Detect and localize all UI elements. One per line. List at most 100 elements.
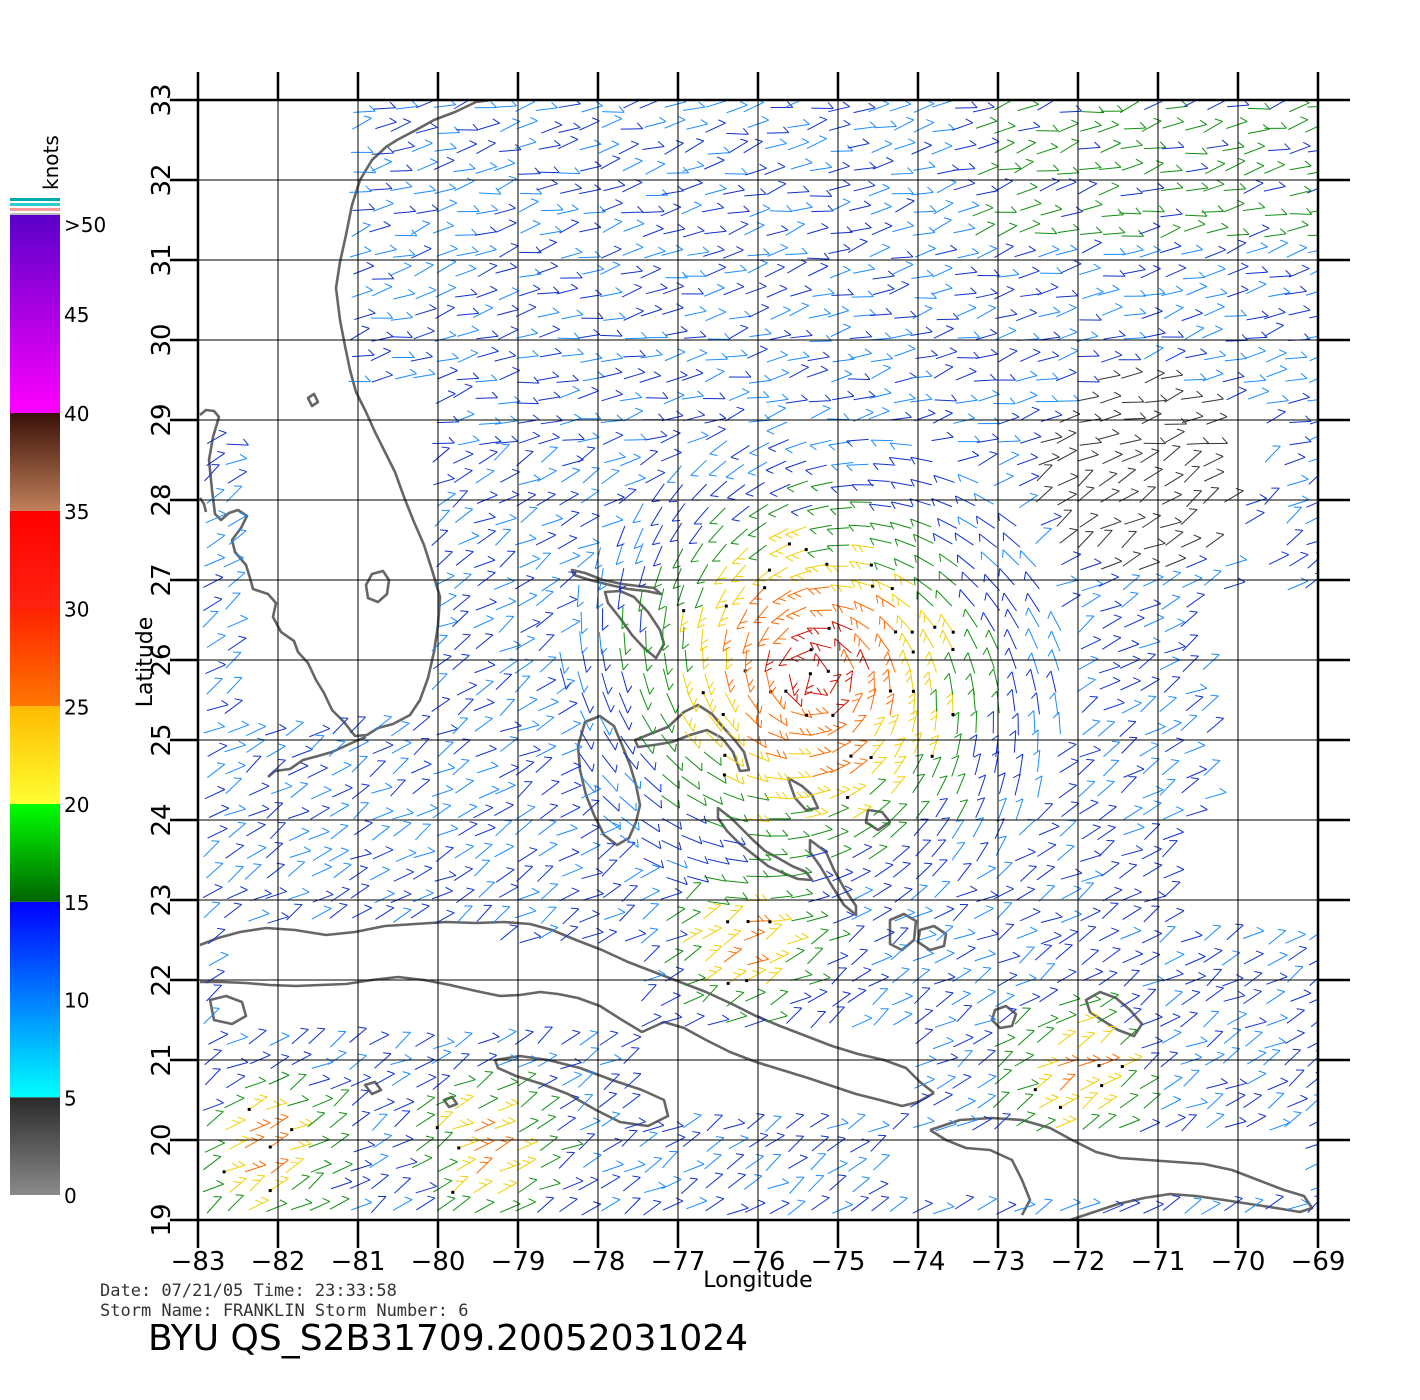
wind-barb [1082, 1114, 1100, 1130]
wind-barb [769, 483, 791, 494]
wind-barb [1038, 1096, 1059, 1109]
wind-barb [1100, 395, 1122, 404]
wind-barb-feather [552, 432, 560, 438]
wind-barb [1308, 458, 1318, 463]
wind-barb [224, 808, 246, 816]
wind-barb-feather [1073, 551, 1081, 555]
wind-barb-feather [1174, 491, 1182, 496]
wind-barb-feather [572, 385, 580, 391]
wind-barb-feather [791, 554, 800, 560]
wind-barb-feather [801, 138, 810, 143]
wind-barb [1040, 935, 1062, 945]
wind-barb [785, 526, 807, 535]
wind-barb-feather [1065, 1096, 1074, 1101]
wind-barb-feather [386, 1098, 395, 1103]
wind-barb [1027, 607, 1040, 628]
wind-barb-feather [833, 673, 842, 677]
wind-barb-feather [364, 848, 372, 855]
wind-barb [785, 441, 807, 450]
wind-barb [1040, 516, 1062, 526]
wind-barb-feather [1047, 1117, 1056, 1121]
wind-barb [452, 1176, 469, 1193]
wind-barb [843, 649, 855, 670]
wind-barb [619, 648, 624, 671]
wind-barb-feather [771, 622, 780, 625]
wind-barb-feather [325, 1094, 333, 1099]
wind-barb [622, 160, 643, 172]
wind-barb-feather [280, 1175, 289, 1179]
legend-band [10, 706, 60, 804]
wind-barb-feather [554, 347, 562, 354]
wind-barb [1098, 972, 1118, 986]
wind-barb [832, 603, 854, 610]
wind-barb [955, 399, 978, 404]
wind-barb-feather [791, 612, 800, 618]
wind-barb [602, 774, 618, 792]
wind-barb-feather [1201, 162, 1209, 169]
wind-barb-feather [529, 1091, 538, 1093]
wind-barb-feather [1152, 557, 1160, 563]
wind-barb-feather [719, 392, 726, 400]
wind-barb-feather [1135, 449, 1143, 454]
wind-barb-feather [821, 222, 829, 229]
wind-barb [725, 1015, 747, 1023]
wind-barb-feather [1283, 287, 1291, 293]
wind-barb-feather [511, 468, 520, 473]
wind-barb-feather [447, 763, 456, 769]
wind-barb [639, 689, 649, 711]
wind-barb-feather [613, 245, 622, 250]
wind-barb-feather [429, 804, 438, 809]
wind-barb [453, 868, 473, 882]
wind-barb-feather [927, 1116, 935, 1122]
wind-barb-feather [712, 704, 717, 713]
wind-barb [599, 825, 621, 836]
wind-barb [1019, 436, 1042, 444]
wind-barb [619, 904, 635, 922]
wind-barb [1288, 268, 1310, 278]
wind-barb [808, 313, 831, 319]
rain-flag-marker [911, 650, 915, 654]
wind-barb [791, 629, 813, 638]
wind-barb [1248, 390, 1270, 400]
wind-barb [714, 565, 728, 585]
wind-barb-feather [237, 821, 246, 824]
wind-barb-feather [708, 949, 718, 952]
wind-barb-feather [947, 1074, 956, 1078]
wind-barb [1243, 990, 1262, 1005]
wind-barb-feather [760, 1132, 769, 1136]
wind-barb-feather [717, 283, 725, 289]
wind-barb-feather [577, 348, 584, 355]
wind-barb-feather [485, 804, 494, 809]
wind-barb-feather [754, 138, 763, 142]
wind-barb-feather [529, 592, 538, 596]
wind-barb [1102, 889, 1123, 902]
wind-barb [616, 525, 626, 547]
wind-barb [1162, 572, 1181, 586]
wind-barb [601, 859, 618, 877]
wind-barb-feather [383, 1052, 392, 1055]
wind-barb-feather [989, 328, 998, 334]
wind-barb-feather [1008, 326, 1017, 332]
wind-barb [452, 1196, 471, 1212]
wind-barb-feather [807, 552, 815, 558]
wind-barb [955, 495, 976, 507]
wind-barb [1100, 354, 1123, 363]
wind-barb-feather [1321, 534, 1328, 538]
wind-barb-feather [509, 1179, 517, 1184]
wind-barb [1076, 335, 1099, 342]
wind-barb-feather [969, 734, 978, 740]
wind-barb-feather [1215, 532, 1225, 535]
wind-barb-feather [364, 904, 373, 909]
wind-barb [1020, 203, 1042, 211]
wind-barb [226, 1036, 248, 1045]
wind-barb [601, 519, 624, 528]
wind-barb-feather [447, 390, 456, 395]
wind-barb [519, 1120, 539, 1133]
wind-barb-feather [1150, 741, 1159, 746]
wind-barb-feather [683, 860, 688, 869]
wind-barb-feather [810, 486, 818, 492]
wind-barb-feather [1092, 907, 1101, 912]
wind-barb-feather [744, 666, 752, 673]
wind-barb-feather [967, 1097, 976, 1102]
wind-barb-feather [1066, 844, 1075, 847]
